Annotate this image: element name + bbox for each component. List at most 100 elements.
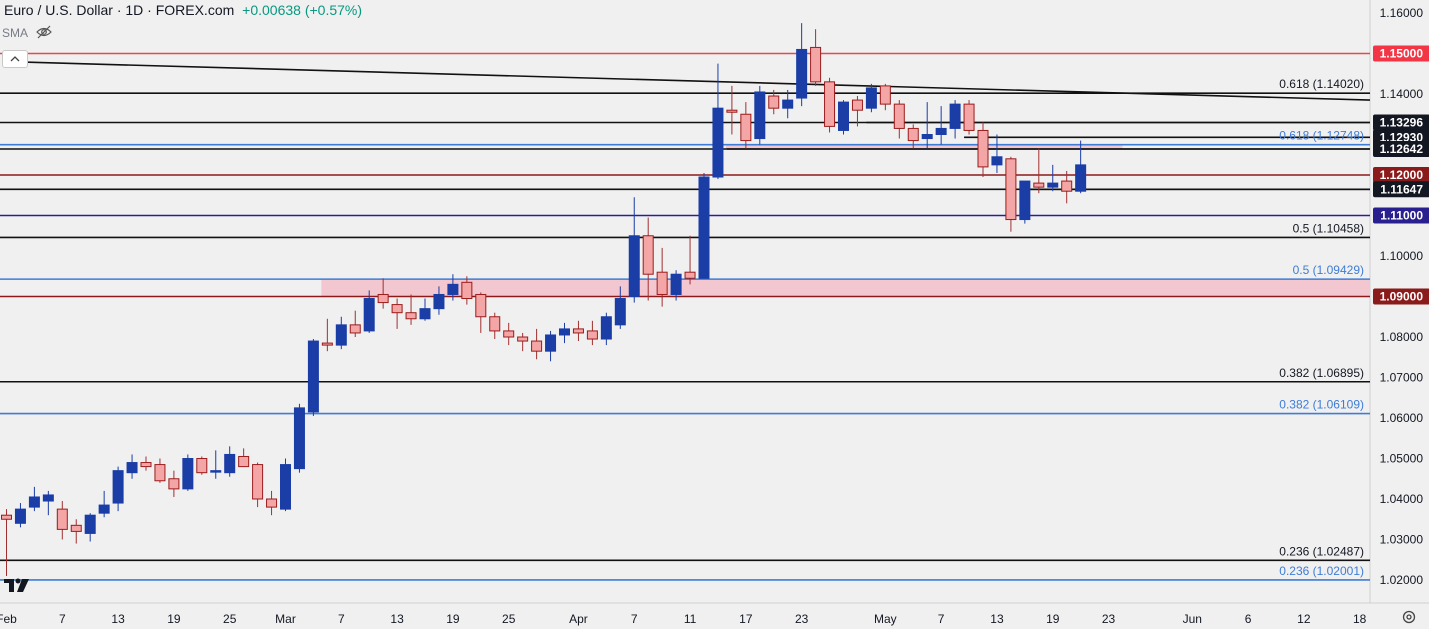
candle-body <box>935 127 947 136</box>
y-tick-label: 1.08000 <box>1380 330 1424 344</box>
candle-body <box>893 103 905 129</box>
price-badge: 1.12930 <box>1380 130 1424 144</box>
candle-body <box>740 113 752 142</box>
x-tick-label: 13 <box>990 612 1004 626</box>
x-tick-label: 7 <box>59 612 66 626</box>
candle-body <box>475 293 487 318</box>
x-tick-label: 12 <box>1297 612 1311 626</box>
candle-body <box>503 330 515 338</box>
candle-body <box>140 462 152 468</box>
x-tick-label: Mar <box>275 612 296 626</box>
x-tick-label: 6 <box>1245 612 1252 626</box>
x-tick-label: 23 <box>1102 612 1116 626</box>
x-tick-label: 7 <box>631 612 638 626</box>
candle-body <box>433 293 445 310</box>
price-badge: 1.11647 <box>1380 182 1423 196</box>
x-tick-label: Feb <box>0 612 17 626</box>
y-tick-label: 1.07000 <box>1380 371 1424 385</box>
candle-body <box>614 298 626 326</box>
y-tick-label: 1.05000 <box>1380 452 1424 466</box>
y-tick-label: 1.14000 <box>1380 87 1424 101</box>
candle-body <box>489 316 501 332</box>
fib-level-label: 0.382 (1.06895) <box>1279 366 1364 380</box>
candle-body <box>447 283 459 295</box>
x-tick-label: 19 <box>446 612 460 626</box>
candle-body <box>1019 180 1031 221</box>
candle-body <box>768 95 780 109</box>
candle-body <box>28 496 40 508</box>
y-tick-label: 1.04000 <box>1380 492 1424 506</box>
candle-body <box>921 134 933 140</box>
candle-body <box>712 107 724 178</box>
x-tick-label: May <box>874 612 897 626</box>
support-zone-0 <box>321 279 1371 297</box>
candle-body <box>586 330 598 340</box>
candle-body <box>838 101 849 131</box>
price-badge-bg <box>1373 140 1429 157</box>
hide-indicator-icon[interactable] <box>36 24 52 40</box>
chart-header: Euro / U.S. Dollar · 1D · FOREX.com +0.0… <box>4 2 362 18</box>
candle-body <box>419 308 431 320</box>
candle-body <box>1 514 12 520</box>
candle-body <box>42 494 54 502</box>
candle-body <box>405 312 417 320</box>
x-tick-label: 25 <box>502 612 516 626</box>
y-tick-label: 1.02000 <box>1380 573 1424 587</box>
candle-body <box>14 508 26 524</box>
support-zone-1 <box>725 144 1123 150</box>
x-tick-label: 7 <box>338 612 345 626</box>
fib-level-label: 0.618 (1.14020) <box>1279 77 1364 91</box>
fib-level-label: 0.236 (1.02001) <box>1279 564 1364 578</box>
candle-body <box>824 81 836 127</box>
candle-body <box>280 464 291 510</box>
symbol-title[interactable]: Euro / U.S. Dollar · 1D · FOREX.com <box>4 2 235 18</box>
price-badge-bg <box>1373 181 1429 198</box>
collapse-legend-button[interactable] <box>2 50 28 68</box>
candle-body <box>182 458 194 490</box>
tradingview-logo-icon <box>4 578 29 592</box>
candle-body <box>559 328 570 336</box>
candle-body <box>545 334 557 352</box>
candle-body <box>572 328 584 334</box>
candle-body <box>293 407 305 470</box>
y-tick-label: 1.10000 <box>1380 249 1424 263</box>
candle-body <box>84 514 96 534</box>
candle-body <box>907 127 919 142</box>
price-badge: 1.15000 <box>1380 47 1424 61</box>
candle-body <box>670 273 682 295</box>
candle-body <box>98 504 110 514</box>
price-badge-bg <box>1373 288 1429 305</box>
candle-body <box>517 336 529 342</box>
candle-body <box>391 304 403 314</box>
candle-body <box>949 103 961 129</box>
candle-body <box>377 293 389 304</box>
candle-body <box>600 316 612 340</box>
indicator-label[interactable]: SMA <box>2 26 29 40</box>
x-tick-label: 7 <box>938 612 945 626</box>
settings-gear-icon[interactable] <box>1401 609 1417 625</box>
candle-body <box>879 85 891 105</box>
y-tick-label: 1.16000 <box>1380 6 1424 20</box>
x-tick-label: 13 <box>111 612 125 626</box>
x-tick-label: 19 <box>167 612 181 626</box>
price-change: +0.00638 (+0.57%) <box>242 2 363 18</box>
candle-body <box>335 324 347 346</box>
price-badge: 1.12000 <box>1380 168 1424 182</box>
fib-level-label: 0.5 (1.10458) <box>1293 221 1364 235</box>
candle-body <box>168 478 180 490</box>
price-badge: 1.12642 <box>1380 142 1424 156</box>
candle-body <box>1075 164 1087 192</box>
candle-body <box>461 281 473 300</box>
x-tick-label: 23 <box>795 612 809 626</box>
fib-level-label: 0.618 (1.12748) <box>1279 129 1364 143</box>
candle-body <box>70 524 82 532</box>
candle-body <box>321 342 333 346</box>
candle-body <box>642 235 654 275</box>
x-tick-label: 25 <box>223 612 237 626</box>
candle-body <box>796 48 808 99</box>
candle-body <box>1033 182 1045 188</box>
candle-body <box>196 458 208 474</box>
candle-body <box>782 99 794 109</box>
